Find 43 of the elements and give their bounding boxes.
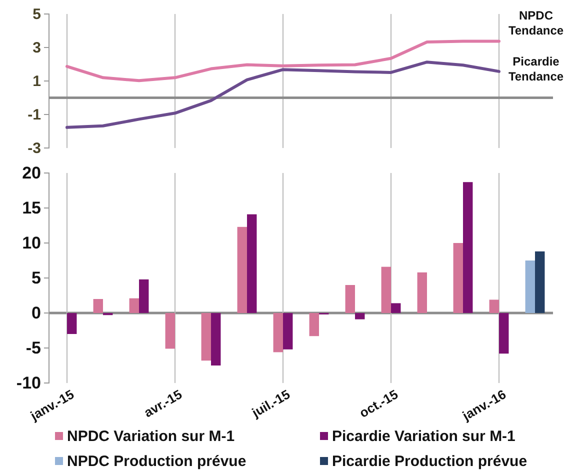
y-tick-label: 5 bbox=[32, 268, 41, 288]
y-tick-label: 1 bbox=[32, 72, 41, 90]
y-tick-label: -10 bbox=[16, 373, 41, 392]
bar bbox=[463, 182, 473, 313]
legend-label: Picardie Variation sur M-1 bbox=[332, 428, 516, 445]
bar bbox=[201, 313, 211, 361]
bar bbox=[345, 285, 355, 313]
line-series bbox=[66, 40, 500, 82]
bar bbox=[535, 251, 545, 313]
bar bbox=[237, 226, 247, 313]
y-tick-label: -3 bbox=[28, 140, 41, 157]
bar bbox=[273, 313, 283, 352]
y-tick-label: 15 bbox=[22, 198, 41, 218]
series-label: Picardie Tendance bbox=[508, 54, 564, 84]
bar bbox=[67, 313, 77, 334]
legend-label: NPDC Production prévue bbox=[67, 453, 246, 470]
series-label: NPDC Tendance bbox=[508, 8, 564, 38]
legend-label: Picardie Production prévue bbox=[332, 453, 528, 470]
bar bbox=[93, 299, 103, 313]
legend-label: NPDC Variation sur M-1 bbox=[67, 428, 235, 445]
bar bbox=[247, 214, 257, 313]
bar bbox=[499, 313, 509, 354]
bar bbox=[391, 303, 401, 313]
bar bbox=[453, 243, 463, 313]
bar bbox=[283, 313, 293, 350]
bar bbox=[129, 298, 139, 313]
y-tick-label: -5 bbox=[26, 338, 41, 358]
bar bbox=[525, 260, 535, 313]
y-tick-label: 5 bbox=[32, 6, 41, 23]
y-tick-label: 20 bbox=[22, 163, 41, 182]
bar bbox=[381, 266, 391, 313]
line-series bbox=[66, 60, 500, 129]
bar bbox=[417, 272, 427, 313]
y-tick-label: 3 bbox=[32, 39, 41, 56]
y-tick-label: 10 bbox=[22, 233, 41, 252]
bar bbox=[489, 300, 499, 313]
bar bbox=[165, 313, 175, 349]
bar bbox=[355, 313, 365, 320]
bar bbox=[309, 313, 319, 336]
bar bbox=[211, 313, 221, 366]
y-tick-label: -1 bbox=[28, 106, 41, 124]
y-tick-label: 0 bbox=[32, 303, 41, 322]
bar bbox=[139, 279, 149, 313]
